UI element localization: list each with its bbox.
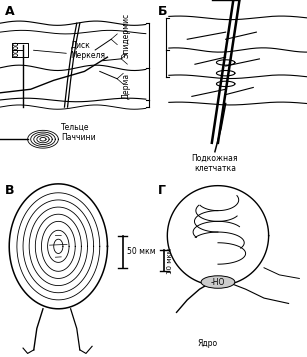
Text: Диск
Меркеля: Диск Меркеля xyxy=(71,40,106,60)
Text: 10 мкм: 10 мкм xyxy=(167,248,173,273)
Text: Б: Б xyxy=(158,5,168,18)
Text: А: А xyxy=(5,5,14,18)
Text: Подкожная
клетчатка: Подкожная клетчатка xyxy=(192,154,238,173)
Text: Тельце
Паччини: Тельце Паччини xyxy=(61,122,96,142)
Text: Ядро: Ядро xyxy=(197,339,217,348)
Text: Дерма: Дерма xyxy=(121,72,130,99)
Text: В: В xyxy=(5,184,14,197)
Text: Г: Г xyxy=(158,184,166,197)
Text: 50 мкм: 50 мкм xyxy=(127,247,156,256)
Text: Эпидермис: Эпидермис xyxy=(121,13,130,58)
Text: -НО: -НО xyxy=(210,277,225,287)
Ellipse shape xyxy=(201,276,235,288)
